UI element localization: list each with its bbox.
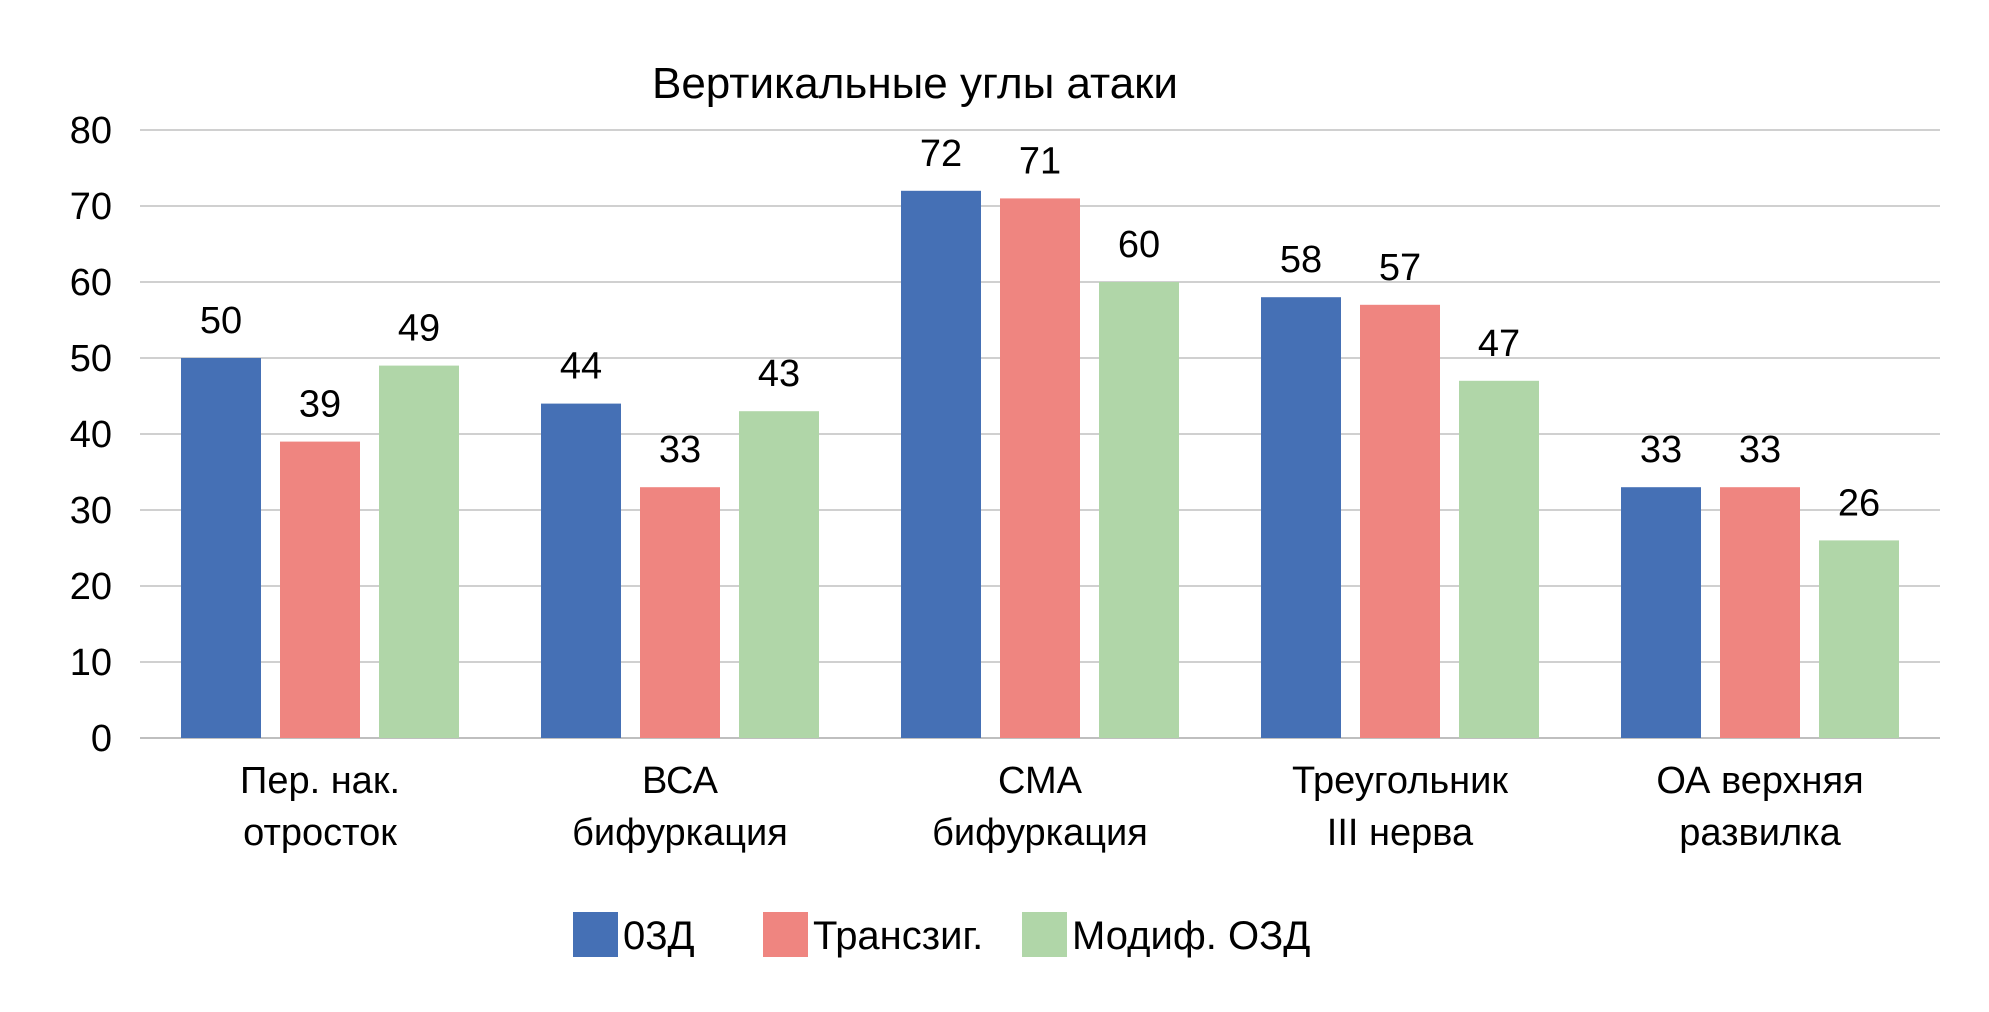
y-tick-label: 80: [70, 110, 112, 152]
y-tick-label: 60: [70, 262, 112, 304]
legend-label: Модиф. ОЗД: [1072, 914, 1310, 958]
data-label: 71: [1019, 140, 1061, 182]
bar: [640, 487, 720, 738]
y-tick-label: 70: [70, 186, 112, 228]
y-tick-label: 0: [91, 718, 112, 760]
data-label: 60: [1118, 224, 1160, 266]
data-label: 47: [1478, 323, 1520, 365]
data-label: 72: [920, 133, 962, 175]
legend-swatch: [573, 912, 618, 957]
legend-swatch: [1022, 912, 1067, 957]
bar: [1261, 297, 1341, 738]
bars: [181, 190, 1899, 739]
bar: [541, 403, 621, 738]
legend-swatch: [763, 912, 808, 957]
data-label: 49: [398, 308, 440, 350]
y-tick-label: 40: [70, 414, 112, 456]
x-category-label: Пер. нак. отросток: [240, 760, 400, 854]
x-category-label: СМА бифуркация: [932, 760, 1148, 854]
y-tick-label: 30: [70, 490, 112, 532]
data-label: 50: [200, 300, 242, 342]
data-label: 58: [1280, 239, 1322, 281]
data-label: 44: [560, 346, 602, 388]
x-category-label: ВСА бифуркация: [572, 760, 788, 854]
bar: [901, 190, 981, 739]
data-label: 33: [1739, 429, 1781, 471]
bar: [1621, 487, 1701, 738]
bar: [1819, 540, 1899, 738]
x-category-label: Треугольник III нерва: [1292, 760, 1508, 854]
y-tick-label: 20: [70, 566, 112, 608]
x-axis-categories: Пер. нак. отросток ВСА бифуркация СМА бифурка…: [240, 760, 1864, 854]
data-label: 33: [1640, 429, 1682, 471]
bar: [1360, 304, 1440, 738]
chart-title: Вертикальные углы атаки: [652, 59, 1178, 108]
bar: [181, 358, 261, 738]
bar: [379, 365, 459, 738]
bar: [1720, 487, 1800, 738]
legend-label: Трансзиг.: [813, 914, 983, 958]
bar: [1099, 282, 1179, 738]
bar: [1000, 198, 1080, 738]
data-labels: 50 39 49 44 33 43 72 71 60 58 57 47 33 33 26: [200, 133, 1880, 525]
data-label: 39: [299, 384, 341, 426]
data-label: 43: [758, 353, 800, 395]
data-label: 26: [1838, 482, 1880, 524]
bar: [280, 441, 360, 738]
y-tick-label: 10: [70, 642, 112, 684]
bar: [1459, 380, 1539, 738]
bar: [739, 411, 819, 738]
x-category-label: ОА верхняя развилка: [1656, 760, 1863, 854]
y-tick-label: 50: [70, 338, 112, 380]
y-axis-ticks: 0 10 20 30 40 50 60 70 80: [70, 110, 112, 760]
data-label: 33: [659, 429, 701, 471]
data-label: 57: [1379, 247, 1421, 289]
legend: 03Д Трансзиг. Модиф. ОЗД: [573, 912, 1310, 958]
legend-label: 03Д: [623, 914, 695, 958]
